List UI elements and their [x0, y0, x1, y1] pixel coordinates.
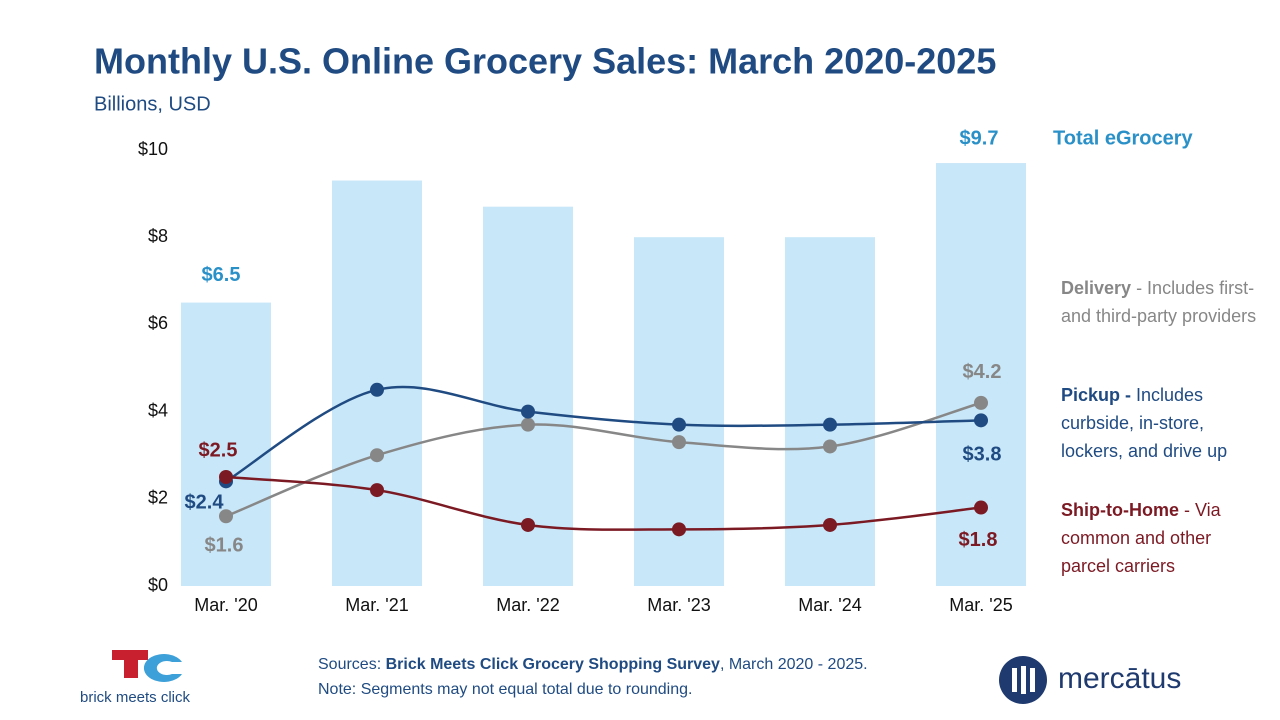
point — [974, 413, 988, 428]
sources-prefix: Sources: — [318, 656, 386, 673]
point — [370, 382, 384, 397]
bar — [936, 163, 1026, 586]
y-tick-label: $2 — [148, 488, 168, 508]
value-label: $6.5 — [202, 264, 241, 286]
value-label: $9.7 — [960, 127, 999, 149]
x-tick-label: Mar. '23 — [647, 595, 710, 615]
series-line — [225, 475, 982, 531]
point — [672, 435, 686, 450]
y-tick-label: $10 — [138, 139, 168, 159]
legend-description: - Includes first- and third-party provid… — [1061, 278, 1257, 326]
point — [219, 470, 233, 484]
x-tick-label: Mar. '21 — [345, 595, 408, 615]
point — [823, 517, 837, 532]
point — [823, 417, 837, 432]
value-label: $1.8 — [959, 529, 998, 551]
point — [521, 517, 535, 532]
x-tick-label: Mar. '24 — [798, 595, 861, 615]
legend-entry: Delivery - Includes first- and third-par… — [1061, 274, 1261, 330]
right-logo: mercātus — [1058, 662, 1181, 695]
point — [974, 395, 988, 410]
legend-name: Ship-to-Home — [1061, 500, 1179, 520]
x-tick-label: Mar. '25 — [949, 595, 1012, 615]
x-tick-label: Mar. '22 — [496, 595, 559, 615]
legend-name: Pickup - — [1061, 385, 1132, 405]
legend-name: Delivery — [1061, 278, 1132, 298]
series-line — [225, 385, 982, 483]
point — [370, 483, 384, 498]
legend-label: Total eGrocery — [1053, 127, 1194, 149]
point — [521, 417, 535, 432]
bar — [181, 302, 271, 586]
value-label: $2.5 — [199, 439, 238, 461]
y-tick-label: $6 — [148, 313, 168, 333]
value-label: $1.6 — [205, 535, 244, 557]
note: Note: Segments may not equal total due t… — [318, 681, 693, 698]
value-label: $3.8 — [963, 444, 1002, 466]
point — [521, 404, 535, 419]
x-tick-label: Mar. '20 — [194, 595, 257, 615]
legend-entry: Pickup - Includes curbside, in-store, lo… — [1061, 381, 1261, 465]
sources: Sources: Brick Meets Click Grocery Shopp… — [318, 656, 868, 674]
mercatus-logo — [999, 656, 1047, 704]
point — [672, 417, 686, 432]
brick-logo — [112, 650, 182, 682]
point — [823, 439, 837, 454]
chart-subtitle: Billions, USD — [94, 93, 211, 115]
chart-title: Monthly U.S. Online Grocery Sales: March… — [94, 41, 996, 82]
bar — [785, 237, 875, 586]
legend-description: Includes curbside, in-store, lockers, an… — [1061, 385, 1228, 461]
point — [672, 522, 686, 537]
sources-rest: , March 2020 - 2025. — [719, 656, 868, 673]
y-tick-label: $4 — [148, 400, 168, 420]
y-tick-label: $8 — [148, 226, 168, 246]
legend-description: - Via common and other parcel carriers — [1061, 500, 1221, 576]
point — [370, 448, 384, 463]
left-logo: brick meets click — [80, 689, 191, 706]
value-label: $4.2 — [963, 361, 1002, 383]
y-tick-label: $0 — [148, 575, 168, 595]
sources-bold: Brick Meets Click Grocery Shopping Surve… — [385, 656, 720, 673]
series-line — [225, 401, 982, 518]
value-label: $2.4 — [185, 492, 225, 514]
legend-entry: Ship-to-Home - Via common and other parc… — [1061, 496, 1261, 580]
point — [219, 509, 233, 524]
point — [974, 500, 988, 515]
